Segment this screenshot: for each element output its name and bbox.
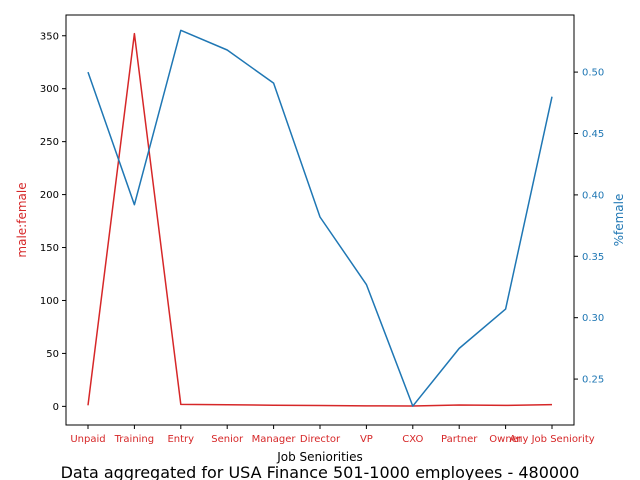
- x-tick-label: Director: [300, 434, 341, 445]
- left-tick-label: 50: [46, 349, 59, 360]
- left-tick-label: 300: [40, 84, 59, 95]
- series-line-2: [87, 29, 553, 407]
- x-axis-ticks: Unpaid Training Entry Senior Manager Director…: [70, 425, 595, 445]
- x-tick-label: Senior: [211, 434, 244, 445]
- right-tick-label: 0.30: [582, 313, 604, 324]
- right-tick-label: 0.35: [582, 252, 604, 263]
- left-tick-label: 350: [40, 31, 59, 42]
- x-axis-label: Job Seniorities: [276, 450, 363, 464]
- right-axis-ticks: 0.25 0.30 0.35 0.40 0.45 0.50: [574, 68, 604, 386]
- plot-frame: [65, 14, 575, 426]
- x-tick-label: Any Job Seniority: [509, 434, 594, 445]
- x-tick-label: Manager: [252, 434, 297, 445]
- left-tick-label: 150: [40, 243, 59, 254]
- left-tick-label: 200: [40, 190, 59, 201]
- left-tick-label: 250: [40, 137, 59, 148]
- x-tick-label: Owner: [489, 434, 523, 445]
- left-axis-ticks: 0 50 100 150 200 250 300 350: [40, 31, 66, 413]
- right-tick-label: 0.25: [582, 375, 604, 386]
- x-tick-label: Entry: [167, 434, 194, 445]
- left-tick-label: 0: [53, 402, 59, 413]
- x-tick-label: Partner: [441, 434, 478, 445]
- right-tick-label: 0.45: [582, 129, 604, 140]
- left-tick-label: 100: [40, 296, 59, 307]
- series-lines: [87, 29, 553, 407]
- x-tick-label: VP: [360, 434, 373, 445]
- x-tick-label: Training: [114, 434, 154, 445]
- right-axis-label: %female: [612, 194, 626, 247]
- x-tick-label: Unpaid: [70, 434, 105, 445]
- right-tick-label: 0.40: [582, 190, 604, 201]
- left-axis-label: male:female: [15, 182, 29, 257]
- chart-caption: Data aggregated for USA Finance 501-1000…: [61, 463, 580, 480]
- x-tick-label: CXO: [402, 434, 423, 445]
- right-tick-label: 0.50: [582, 68, 604, 79]
- series-line-1: [87, 32, 553, 407]
